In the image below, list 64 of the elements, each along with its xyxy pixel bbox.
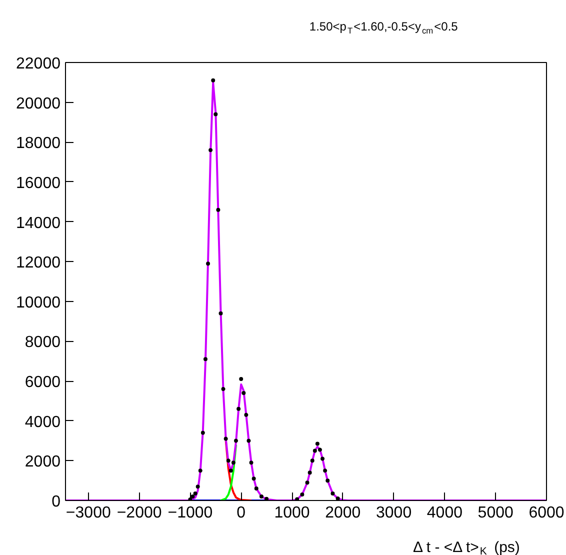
y-tick-label: 0 <box>52 494 61 510</box>
point <box>318 448 322 452</box>
point <box>312 448 317 453</box>
x-tick-label: −2000 <box>116 504 162 522</box>
point <box>249 460 254 465</box>
point <box>246 438 251 443</box>
point <box>305 480 310 485</box>
x-tick-label: 1000 <box>274 504 310 522</box>
point <box>295 497 300 500</box>
point <box>236 406 241 411</box>
x-tick-label: 5000 <box>478 504 514 522</box>
y-tick-label: 2000 <box>24 454 61 471</box>
y-tick-label: 18000 <box>16 135 61 152</box>
y-tick-label: 20000 <box>16 95 61 112</box>
point <box>326 478 330 483</box>
x-tick-label: −3000 <box>66 504 111 522</box>
point <box>218 311 223 316</box>
point <box>198 468 202 473</box>
y-tick-label: 8000 <box>24 334 61 352</box>
point <box>259 494 264 499</box>
point <box>315 442 320 446</box>
point <box>310 458 314 463</box>
point <box>308 470 312 475</box>
point <box>193 492 198 496</box>
point <box>200 430 205 435</box>
point <box>252 476 256 481</box>
y-tick-label: 22000 <box>16 56 61 72</box>
point <box>234 438 238 443</box>
point <box>228 468 233 473</box>
point <box>239 377 244 382</box>
point <box>320 456 325 461</box>
point <box>231 460 236 465</box>
line-series <box>220 444 238 500</box>
x-tick-label: −1000 <box>168 504 213 522</box>
x-tick-label: 6000 <box>528 504 564 522</box>
point <box>203 357 208 362</box>
point <box>226 458 230 463</box>
point <box>211 78 216 82</box>
point <box>224 436 228 441</box>
x-tick-label: 3000 <box>376 504 412 522</box>
point <box>214 112 218 116</box>
point <box>216 208 220 212</box>
y-tick-label: 16000 <box>16 174 61 192</box>
x-tick-label: 0 <box>236 504 246 522</box>
point <box>330 492 335 496</box>
point <box>221 387 226 392</box>
point <box>190 494 195 499</box>
point <box>264 496 269 500</box>
point <box>244 412 248 417</box>
y-tick-label: 4000 <box>24 414 61 431</box>
y-tick-label: 6000 <box>24 374 61 392</box>
y-tick-label: 10000 <box>16 294 61 312</box>
point <box>300 492 304 497</box>
point <box>323 468 328 473</box>
point <box>336 496 340 500</box>
point <box>242 390 246 395</box>
point <box>254 486 258 491</box>
point <box>196 484 200 489</box>
x-tick-label: 4000 <box>426 504 463 522</box>
y-tick-label: 14000 <box>16 214 61 232</box>
y-tick-label: 12000 <box>16 254 61 272</box>
point <box>208 148 213 152</box>
x-tick-label: 2000 <box>325 504 361 522</box>
point <box>206 262 210 266</box>
